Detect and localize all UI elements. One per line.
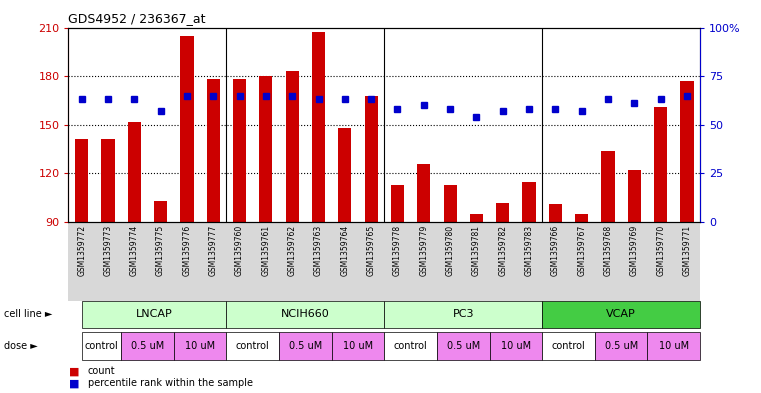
Text: PC3: PC3: [453, 309, 474, 320]
Text: 10 uM: 10 uM: [343, 341, 373, 351]
Bar: [365, 95, 377, 222]
Bar: [154, 201, 167, 222]
Bar: [285, 71, 299, 222]
Text: 0.5 uM: 0.5 uM: [604, 341, 638, 351]
Text: GDS4952 / 236367_at: GDS4952 / 236367_at: [68, 12, 206, 25]
Bar: [180, 36, 193, 222]
Text: ■: ■: [68, 366, 79, 376]
Text: control: control: [393, 341, 428, 351]
Bar: [128, 121, 141, 222]
Bar: [75, 140, 88, 222]
Text: 10 uM: 10 uM: [659, 341, 689, 351]
Text: control: control: [552, 341, 585, 351]
Bar: [417, 163, 431, 222]
Bar: [444, 185, 457, 222]
Bar: [207, 79, 220, 222]
Bar: [680, 81, 693, 222]
Text: percentile rank within the sample: percentile rank within the sample: [88, 378, 253, 388]
Text: control: control: [84, 341, 118, 351]
Text: VCAP: VCAP: [607, 309, 636, 320]
Text: count: count: [88, 366, 115, 376]
Text: 0.5 uM: 0.5 uM: [447, 341, 480, 351]
Bar: [549, 204, 562, 222]
Bar: [470, 214, 483, 222]
Text: NCIH660: NCIH660: [281, 309, 330, 320]
Text: 0.5 uM: 0.5 uM: [288, 341, 322, 351]
Bar: [601, 151, 615, 222]
Bar: [523, 182, 536, 222]
Text: cell line ►: cell line ►: [4, 309, 53, 320]
Bar: [654, 107, 667, 222]
Bar: [260, 76, 272, 222]
Bar: [101, 140, 115, 222]
Text: 0.5 uM: 0.5 uM: [131, 341, 164, 351]
Bar: [628, 170, 641, 222]
Bar: [575, 214, 588, 222]
Text: control: control: [236, 341, 269, 351]
Text: LNCAP: LNCAP: [135, 309, 173, 320]
Text: 10 uM: 10 uM: [501, 341, 531, 351]
Bar: [496, 203, 509, 222]
Text: 10 uM: 10 uM: [185, 341, 215, 351]
Text: ■: ■: [68, 378, 79, 388]
Text: dose ►: dose ►: [4, 341, 37, 351]
Bar: [312, 32, 325, 222]
Bar: [233, 79, 246, 222]
Bar: [391, 185, 404, 222]
Bar: [338, 128, 352, 222]
